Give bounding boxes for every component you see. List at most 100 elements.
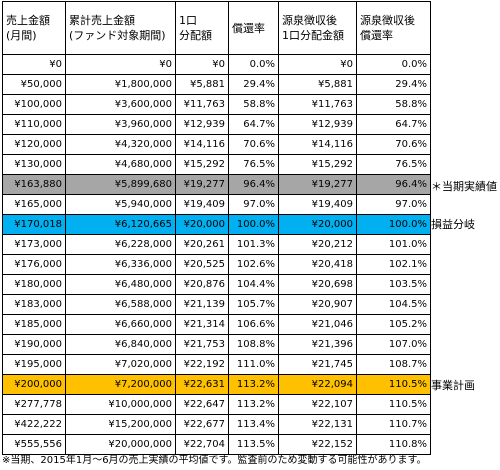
cell-monthly-sales: ¥50,000 bbox=[2, 74, 66, 95]
cell-redemption-rate: 111.0% bbox=[228, 354, 279, 375]
cell-after-tax-redemption-rate: 70.6% bbox=[356, 134, 431, 155]
cell-after-tax-redemption-rate: 105.2% bbox=[356, 314, 431, 335]
cell-per-unit-distribution: ¥5,881 bbox=[175, 74, 229, 95]
cell-after-tax-redemption-rate: 64.7% bbox=[356, 114, 431, 135]
cell-redemption-rate: 104.4% bbox=[228, 274, 279, 295]
cell-per-unit-distribution: ¥19,409 bbox=[175, 194, 229, 215]
cell-after-tax-redemption-rate: 96.4% bbox=[356, 174, 431, 195]
table-row: ¥120,000 ¥4,320,000 ¥14,116 70.6% ¥14,116 70.… bbox=[2, 134, 431, 155]
cell-after-tax-redemption-rate: 29.4% bbox=[356, 74, 431, 95]
cell-after-tax-redemption-rate: 100.0% bbox=[356, 214, 431, 235]
cell-after-tax-redemption-rate: 102.1% bbox=[356, 254, 431, 275]
cell-redemption-rate: 113.5% bbox=[228, 434, 279, 455]
distribution-table: 売上金額 (月間) 累計売上金額 (ファンド対象期間) 1口 分配額 償還率 源… bbox=[2, 1, 431, 455]
cell-per-unit-distribution: ¥22,192 bbox=[175, 354, 229, 375]
cell-per-unit-distribution: ¥14,116 bbox=[175, 134, 229, 155]
table-row: ¥555,556 ¥20,000,000 ¥22,704 113.5% ¥22,152 1… bbox=[2, 434, 431, 455]
cell-per-unit-distribution: ¥19,277 bbox=[175, 174, 229, 195]
cell-cumulative-sales: ¥7,200,000 bbox=[65, 374, 176, 395]
header-row: 売上金額 (月間) 累計売上金額 (ファンド対象期間) 1口 分配額 償還率 源… bbox=[2, 1, 431, 55]
table-row: ¥173,000 ¥6,228,000 ¥20,261 101.3% ¥20,212 10… bbox=[2, 234, 431, 255]
cell-after-tax-distribution: ¥5,881 bbox=[278, 74, 357, 95]
cell-monthly-sales: ¥190,000 bbox=[2, 334, 66, 355]
cell-per-unit-distribution: ¥21,139 bbox=[175, 294, 229, 315]
cell-monthly-sales: ¥130,000 bbox=[2, 154, 66, 175]
table-row: ¥176,000 ¥6,336,000 ¥20,525 102.6% ¥20,418 10… bbox=[2, 254, 431, 275]
cell-monthly-sales: ¥180,000 bbox=[2, 274, 66, 295]
table-row: ¥180,000 ¥6,480,000 ¥20,876 104.4% ¥20,698 10… bbox=[2, 274, 431, 295]
header-after-tax-redemption-rate: 源泉徴収後 償還率 bbox=[356, 1, 431, 55]
note-break-even: 損益分岐 bbox=[431, 218, 475, 231]
table-row: ¥422,222 ¥15,200,000 ¥22,677 113.4% ¥22,131 1… bbox=[2, 414, 431, 435]
note-current-actual: ＊当期実績値 bbox=[431, 180, 497, 193]
cell-monthly-sales: ¥170,018 bbox=[2, 214, 66, 235]
cell-redemption-rate: 113.2% bbox=[228, 374, 279, 395]
header-after-tax-distribution: 源泉徴収後 1口分配金額 bbox=[278, 1, 357, 55]
cell-after-tax-redemption-rate: 0.0% bbox=[356, 54, 431, 75]
table-row: ¥195,000 ¥7,020,000 ¥22,192 111.0% ¥21,745 10… bbox=[2, 354, 431, 375]
cell-after-tax-distribution: ¥11,763 bbox=[278, 94, 357, 115]
table-row: ¥200,000 ¥7,200,000 ¥22,631 113.2% ¥22,094 11… bbox=[2, 374, 431, 395]
cell-after-tax-distribution: ¥22,131 bbox=[278, 414, 357, 435]
cell-cumulative-sales: ¥3,960,000 bbox=[65, 114, 176, 135]
cell-per-unit-distribution: ¥0 bbox=[175, 54, 229, 75]
header-redemption-rate: 償還率 bbox=[228, 1, 279, 55]
cell-after-tax-distribution: ¥22,094 bbox=[278, 374, 357, 395]
cell-redemption-rate: 108.8% bbox=[228, 334, 279, 355]
cell-monthly-sales: ¥173,000 bbox=[2, 234, 66, 255]
cell-redemption-rate: 58.8% bbox=[228, 94, 279, 115]
cell-cumulative-sales: ¥6,120,665 bbox=[65, 214, 176, 235]
cell-cumulative-sales: ¥6,228,000 bbox=[65, 234, 176, 255]
table-row: ¥110,000 ¥3,960,000 ¥12,939 64.7% ¥12,939 64.… bbox=[2, 114, 431, 135]
cell-after-tax-distribution: ¥12,939 bbox=[278, 114, 357, 135]
table-row: ¥100,000 ¥3,600,000 ¥11,763 58.8% ¥11,763 58.… bbox=[2, 94, 431, 115]
cell-after-tax-redemption-rate: 110.8% bbox=[356, 434, 431, 455]
cell-monthly-sales: ¥0 bbox=[2, 54, 66, 75]
cell-redemption-rate: 113.2% bbox=[228, 394, 279, 415]
cell-after-tax-distribution: ¥0 bbox=[278, 54, 357, 75]
table-row: ¥183,000 ¥6,588,000 ¥21,139 105.7% ¥20,907 10… bbox=[2, 294, 431, 315]
note-business-plan: 事業計画 bbox=[431, 379, 475, 392]
cell-monthly-sales: ¥165,000 bbox=[2, 194, 66, 215]
cell-redemption-rate: 29.4% bbox=[228, 74, 279, 95]
cell-redemption-rate: 64.7% bbox=[228, 114, 279, 135]
cell-redemption-rate: 105.7% bbox=[228, 294, 279, 315]
cell-redemption-rate: 106.6% bbox=[228, 314, 279, 335]
header-per-unit-distribution: 1口 分配額 bbox=[175, 1, 229, 55]
cell-cumulative-sales: ¥0 bbox=[65, 54, 176, 75]
cell-per-unit-distribution: ¥21,314 bbox=[175, 314, 229, 335]
footnote: ※当期、2015年1月～6月の売上実績の平均値です。監査前のため変動する可能性が… bbox=[2, 455, 427, 466]
cell-cumulative-sales: ¥6,336,000 bbox=[65, 254, 176, 275]
cell-cumulative-sales: ¥6,840,000 bbox=[65, 334, 176, 355]
cell-after-tax-redemption-rate: 101.0% bbox=[356, 234, 431, 255]
cell-monthly-sales: ¥555,556 bbox=[2, 434, 66, 455]
table-row: ¥185,000 ¥6,660,000 ¥21,314 106.6% ¥21,046 10… bbox=[2, 314, 431, 335]
table-row: ¥277,778 ¥10,000,000 ¥22,647 113.2% ¥22,107 1… bbox=[2, 394, 431, 415]
cell-cumulative-sales: ¥3,600,000 bbox=[65, 94, 176, 115]
table-row: ¥190,000 ¥6,840,000 ¥21,753 108.8% ¥21,396 10… bbox=[2, 334, 431, 355]
cell-cumulative-sales: ¥5,940,000 bbox=[65, 194, 176, 215]
cell-cumulative-sales: ¥5,899,680 bbox=[65, 174, 176, 195]
cell-per-unit-distribution: ¥11,763 bbox=[175, 94, 229, 115]
table-row: ¥0 ¥0 ¥0 0.0% ¥0 0.0% bbox=[2, 54, 431, 75]
cell-redemption-rate: 96.4% bbox=[228, 174, 279, 195]
cell-cumulative-sales: ¥7,020,000 bbox=[65, 354, 176, 375]
cell-cumulative-sales: ¥6,480,000 bbox=[65, 274, 176, 295]
cell-after-tax-redemption-rate: 108.7% bbox=[356, 354, 431, 375]
cell-monthly-sales: ¥176,000 bbox=[2, 254, 66, 275]
cell-redemption-rate: 76.5% bbox=[228, 154, 279, 175]
cell-after-tax-redemption-rate: 97.0% bbox=[356, 194, 431, 215]
cell-per-unit-distribution: ¥20,000 bbox=[175, 214, 229, 235]
cell-redemption-rate: 113.4% bbox=[228, 414, 279, 435]
cell-per-unit-distribution: ¥22,704 bbox=[175, 434, 229, 455]
cell-cumulative-sales: ¥4,320,000 bbox=[65, 134, 176, 155]
cell-after-tax-distribution: ¥20,698 bbox=[278, 274, 357, 295]
cell-monthly-sales: ¥100,000 bbox=[2, 94, 66, 115]
cell-cumulative-sales: ¥6,660,000 bbox=[65, 314, 176, 335]
cell-cumulative-sales: ¥15,200,000 bbox=[65, 414, 176, 435]
cell-cumulative-sales: ¥4,680,000 bbox=[65, 154, 176, 175]
cell-redemption-rate: 102.6% bbox=[228, 254, 279, 275]
cell-per-unit-distribution: ¥22,677 bbox=[175, 414, 229, 435]
cell-after-tax-distribution: ¥15,292 bbox=[278, 154, 357, 175]
cell-after-tax-redemption-rate: 58.8% bbox=[356, 94, 431, 115]
